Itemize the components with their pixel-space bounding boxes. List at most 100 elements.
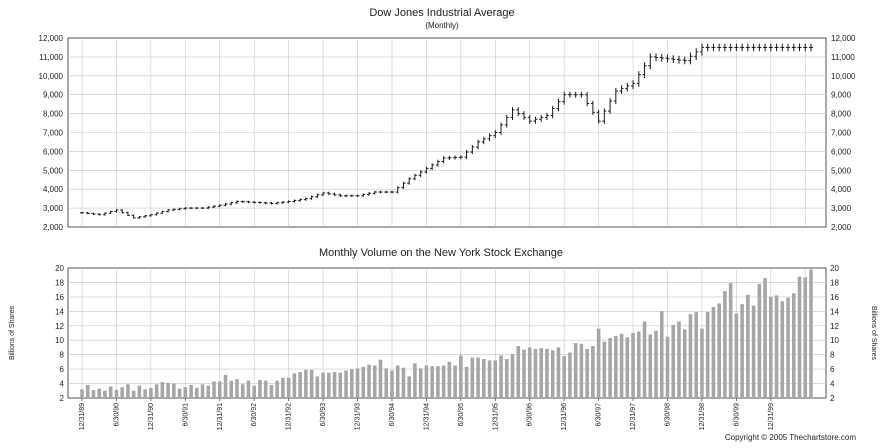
volume-bar bbox=[648, 334, 652, 398]
volume-bar bbox=[115, 390, 119, 398]
price-y-tick-label: 2,000 bbox=[831, 223, 852, 232]
volume-bar bbox=[746, 295, 750, 398]
volume-bar bbox=[390, 371, 394, 398]
price-ohlc-bar bbox=[476, 140, 480, 149]
price-ohlc-bar bbox=[488, 133, 492, 141]
volume-bar bbox=[241, 384, 245, 398]
volume-y-tick-label: 20 bbox=[55, 264, 64, 273]
price-ohlc-bar bbox=[579, 92, 583, 98]
price-ohlc-bar bbox=[568, 92, 572, 98]
price-y-tick-label: 12,000 bbox=[39, 34, 64, 43]
price-ohlc-bar bbox=[160, 211, 164, 214]
price-ohlc-bar bbox=[304, 197, 308, 200]
price-ohlc-bar bbox=[275, 202, 279, 205]
volume-x-tick-label: 6/30/98 bbox=[664, 403, 671, 426]
volume-bar bbox=[218, 381, 222, 398]
price-ohlc-bar bbox=[189, 207, 193, 209]
volume-y-tick-label: 6 bbox=[60, 365, 65, 374]
volume-bar bbox=[574, 343, 578, 398]
copyright-notice: Copyright © 2005 Thechartstore.com bbox=[725, 433, 856, 442]
price-ohlc-bar bbox=[654, 53, 658, 61]
price-y-tick-label: 10,000 bbox=[831, 72, 856, 81]
volume-bar bbox=[666, 337, 670, 398]
price-ohlc-bar bbox=[373, 191, 377, 195]
volume-y-axis-left: 2468101214161820 bbox=[55, 264, 64, 403]
price-ohlc-bar bbox=[447, 156, 451, 160]
volume-panel: Monthly Volume on the New York Stock Exc… bbox=[9, 247, 877, 430]
price-ohlc-bar bbox=[235, 200, 239, 203]
volume-x-tick-label: 12/31/95 bbox=[492, 403, 499, 430]
volume-bar bbox=[591, 346, 595, 398]
price-ohlc-bar bbox=[746, 44, 750, 52]
price-ohlc-bar bbox=[723, 44, 727, 52]
price-ohlc-bar bbox=[183, 207, 187, 210]
volume-bar bbox=[637, 332, 641, 398]
price-y-axis-right: 2,000 3,000 4,000 5,000 6,000 7,000 8,000 9,000… bbox=[831, 34, 856, 232]
price-y-tick-label: 3,000 bbox=[831, 204, 852, 213]
volume-bar bbox=[723, 291, 727, 398]
volume-x-tick-label: 12/31/93 bbox=[355, 403, 362, 430]
price-panel: Dow Jones Industrial Average (Monthly) 2… bbox=[39, 7, 856, 232]
price-ohlc-bar bbox=[637, 71, 641, 86]
volume-y-tick-label: 10 bbox=[55, 336, 64, 345]
volume-bar bbox=[488, 360, 492, 398]
volume-bar bbox=[350, 369, 354, 398]
volume-bar bbox=[551, 350, 555, 398]
price-ohlc-bar bbox=[327, 192, 331, 195]
price-ohlc-bar bbox=[803, 44, 807, 52]
volume-bar bbox=[729, 283, 733, 398]
volume-bar bbox=[109, 386, 113, 398]
volume-x-tick-label: 6/30/90 bbox=[113, 403, 120, 426]
volume-bar bbox=[189, 385, 193, 398]
price-ohlc-bar bbox=[620, 85, 624, 94]
volume-y-tick-label: 6 bbox=[830, 365, 835, 374]
volume-bar bbox=[712, 307, 716, 398]
volume-y-tick-label: 20 bbox=[830, 264, 839, 273]
price-y-tick-label: 6,000 bbox=[43, 147, 64, 156]
volume-x-tick-label: 6/30/99 bbox=[733, 403, 740, 426]
volume-bar bbox=[752, 306, 756, 398]
volume-bar bbox=[798, 277, 802, 398]
price-ohlc-bar bbox=[166, 209, 170, 212]
volume-bar bbox=[252, 386, 256, 398]
price-ohlc-bar bbox=[367, 192, 371, 196]
price-ohlc-bar bbox=[333, 193, 337, 196]
volume-x-tick-label: 12/31/97 bbox=[630, 403, 637, 430]
volume-bar bbox=[809, 269, 813, 398]
volume-bar bbox=[608, 338, 612, 398]
price-ohlc-bar bbox=[780, 44, 784, 52]
volume-bar bbox=[287, 378, 291, 398]
volume-bar bbox=[207, 386, 211, 398]
volume-y-tick-label: 16 bbox=[830, 293, 839, 302]
price-ohlc-bar bbox=[321, 192, 325, 196]
price-ohlc-bar bbox=[172, 208, 176, 211]
price-ohlc-series bbox=[80, 44, 813, 219]
price-ohlc-bar bbox=[608, 98, 612, 114]
volume-x-axis: 12/31/89 6/30/90 12/31/90 6/30/91 12/31/91 6/… bbox=[79, 398, 775, 430]
price-ohlc-bar bbox=[436, 160, 440, 167]
price-ohlc-bar bbox=[155, 212, 159, 215]
volume-bar bbox=[694, 312, 698, 398]
volume-y-tick-label: 14 bbox=[55, 307, 64, 316]
volume-bar bbox=[339, 373, 343, 398]
volume-bar bbox=[740, 304, 744, 398]
volume-bar bbox=[781, 301, 785, 398]
volume-y-axis-right: 2468101214161820 bbox=[830, 264, 839, 403]
volume-bar bbox=[356, 368, 360, 398]
price-ohlc-bar bbox=[522, 111, 526, 120]
volume-x-tick-label: 6/30/95 bbox=[458, 403, 465, 426]
volume-bar bbox=[413, 363, 417, 398]
volume-bar bbox=[201, 384, 205, 398]
volume-y-tick-label: 4 bbox=[60, 380, 65, 389]
price-ohlc-bar bbox=[533, 117, 537, 124]
price-ohlc-bar bbox=[470, 145, 474, 154]
volume-bar bbox=[310, 370, 314, 398]
volume-bar bbox=[155, 384, 159, 398]
volume-y-axis-label-left: Billions of Shares bbox=[9, 305, 16, 360]
price-ohlc-bar bbox=[493, 130, 497, 138]
volume-bar bbox=[643, 321, 647, 398]
volume-bar bbox=[384, 368, 388, 398]
volume-bar bbox=[126, 384, 130, 398]
volume-y-tick-label: 18 bbox=[55, 278, 64, 287]
price-y-tick-label: 10,000 bbox=[39, 72, 64, 81]
